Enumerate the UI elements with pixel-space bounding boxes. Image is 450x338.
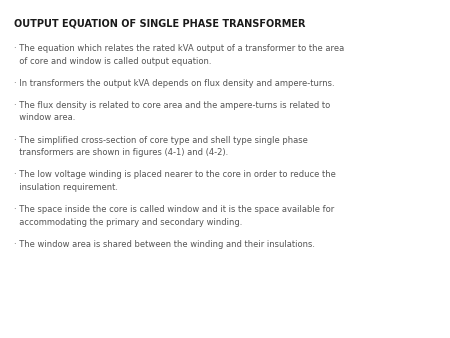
Text: · The space inside the core is called window and it is the space available for: · The space inside the core is called wi… xyxy=(14,205,334,214)
Text: · The low voltage winding is placed nearer to the core in order to reduce the: · The low voltage winding is placed near… xyxy=(14,170,335,179)
Text: OUTPUT EQUATION OF SINGLE PHASE TRANSFORMER: OUTPUT EQUATION OF SINGLE PHASE TRANSFOR… xyxy=(14,19,305,29)
Text: · The flux density is related to core area and the ampere-turns is related to: · The flux density is related to core ar… xyxy=(14,101,330,110)
Text: · In transformers the output kVA depends on flux density and ampere-turns.: · In transformers the output kVA depends… xyxy=(14,79,334,88)
Text: window area.: window area. xyxy=(14,114,75,122)
Text: · The equation which relates the rated kVA output of a transformer to the area: · The equation which relates the rated k… xyxy=(14,44,344,53)
Text: · The window area is shared between the winding and their insulations.: · The window area is shared between the … xyxy=(14,240,315,249)
Text: insulation requirement.: insulation requirement. xyxy=(14,183,117,192)
Text: of core and window is called output equation.: of core and window is called output equa… xyxy=(14,56,211,66)
Text: accommodating the primary and secondary winding.: accommodating the primary and secondary … xyxy=(14,218,242,227)
Text: transformers are shown in figures (4-1) and (4-2).: transformers are shown in figures (4-1) … xyxy=(14,148,228,157)
Text: · The simplified cross-section of core type and shell type single phase: · The simplified cross-section of core t… xyxy=(14,136,307,145)
